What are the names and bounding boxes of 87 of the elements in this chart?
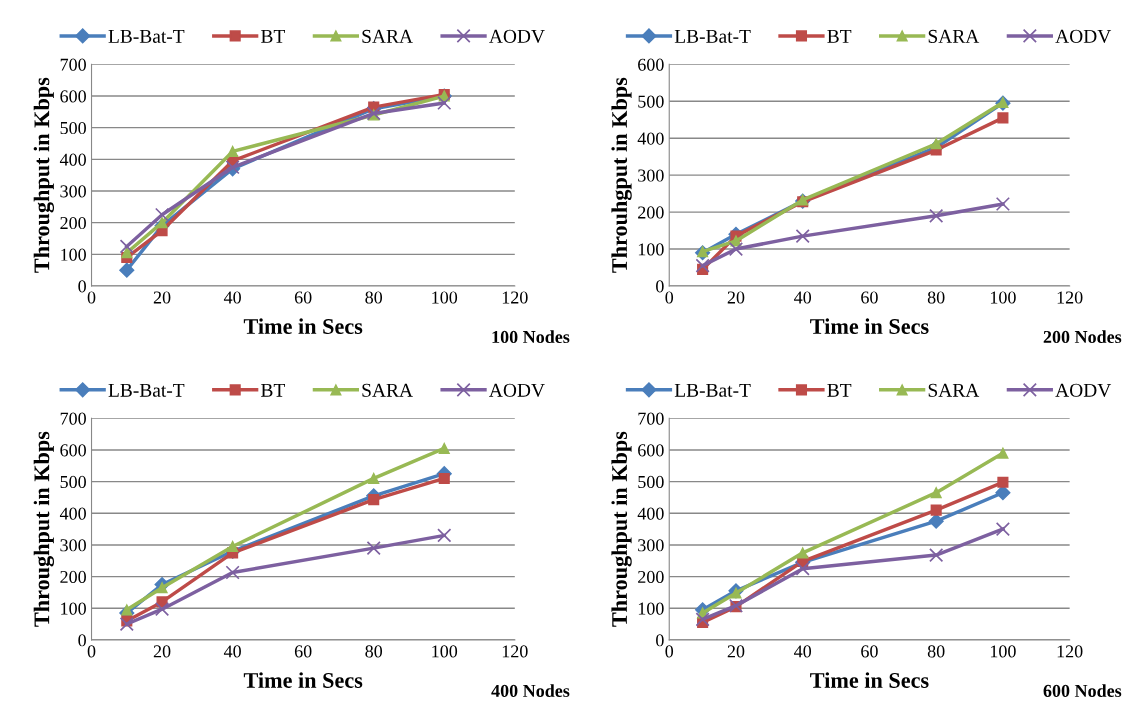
y-tick-label: 200 [638, 206, 664, 219]
y-tick-label: 700 [60, 412, 86, 425]
x-tick-label: 0 [87, 291, 96, 304]
y-tick-label: 100 [638, 243, 664, 256]
text: 200 Nodes [1043, 330, 1122, 344]
y-tick-label: 600 [638, 444, 664, 457]
y-tick-label: 0 [656, 280, 664, 293]
x-tick-label: 0 [665, 645, 674, 658]
legend-label: LB-Bat-T [108, 383, 185, 397]
y-tick-label: 100 [61, 248, 86, 261]
legend-label: BT [261, 383, 285, 397]
y-tick-label: 400 [59, 153, 86, 166]
x-tick-label: 120 [502, 645, 528, 658]
y-tick-label: 500 [638, 475, 664, 489]
legend-label: BT [261, 29, 285, 43]
x-tick-label: 0 [87, 645, 96, 658]
x-axis-title: Time in Secs [810, 318, 929, 334]
legend-label: BT [827, 383, 852, 397]
x-tick-label: 100 [990, 291, 1016, 304]
x-tick-label: 80 [365, 645, 383, 658]
y-tick-label: 400 [59, 507, 86, 520]
legend-label: BT [827, 29, 852, 43]
y-axis-title: Throughput in Kbps [33, 77, 55, 273]
legend-label: AODV [489, 29, 545, 43]
legend-label: LB-Bat-T [674, 383, 751, 397]
y-tick-label: 600 [60, 444, 86, 457]
legend-label: AODV [489, 383, 545, 397]
x-tick-label: 20 [727, 291, 745, 304]
x-tick-label: 40 [794, 291, 812, 304]
y-tick-label: 300 [60, 539, 86, 552]
y-tick-label: 200 [60, 216, 86, 230]
legend-label: LB-Bat-T [674, 29, 751, 43]
x-axis-title: Time in Secs [810, 672, 929, 688]
text: 100 Nodes [492, 330, 570, 344]
y-tick-label: 300 [60, 185, 86, 198]
y-tick-label: 600 [60, 90, 86, 103]
y-tick-label: 200 [60, 570, 86, 584]
x-tick-label: 40 [794, 645, 812, 658]
legend-label: SARA [362, 29, 413, 43]
x-tick-label: 80 [927, 645, 945, 658]
y-tick-label: 200 [638, 570, 664, 584]
x-tick-label: 100 [990, 645, 1016, 658]
x-tick-label: 60 [861, 291, 878, 304]
y-tick-label: 700 [60, 58, 86, 71]
y-tick-label: 300 [638, 169, 664, 182]
x-tick-label: 120 [502, 291, 528, 304]
x-axis-title: Time in Secs [243, 672, 363, 688]
x-tick-label: 120 [1057, 291, 1083, 304]
y-axis-title: Throughput in Kbps [33, 431, 55, 627]
legend-label: AODV [1055, 29, 1112, 43]
text: 400 Nodes [491, 684, 570, 697]
x-tick-label: 60 [861, 645, 878, 658]
x-tick-label: 100 [432, 645, 458, 658]
x-tick-label: 80 [927, 291, 945, 304]
x-tick-label: 100 [432, 291, 458, 304]
legend-label: LB-Bat-T [108, 29, 185, 43]
y-tick-label: 600 [638, 58, 664, 71]
y-tick-label: 100 [61, 602, 86, 615]
y-tick-label: 0 [78, 280, 86, 293]
legend-label: AODV [1055, 383, 1112, 397]
x-tick-label: 20 [153, 291, 171, 304]
text: 600 Nodes [1043, 684, 1122, 697]
x-tick-label: 60 [294, 645, 312, 658]
y-tick-label: 400 [637, 507, 664, 520]
y-tick-label: 400 [637, 132, 664, 145]
y-axis-title: Throughput in Kbps [611, 431, 632, 627]
legend-label: SARA [362, 383, 413, 397]
y-tick-label: 500 [60, 475, 86, 489]
x-axis-title: Time in Secs [243, 318, 363, 334]
y-axis-title: Throuhgput in Kbps [611, 77, 632, 273]
legend-label: SARA [928, 383, 980, 397]
x-tick-label: 20 [727, 645, 745, 658]
x-tick-label: 40 [223, 291, 241, 304]
y-tick-label: 300 [638, 539, 664, 552]
y-tick-label: 100 [638, 602, 664, 615]
x-tick-label: 80 [365, 291, 383, 304]
y-tick-label: 500 [60, 121, 86, 135]
x-tick-label: 120 [1057, 645, 1083, 658]
y-tick-label: 700 [638, 412, 664, 425]
x-tick-label: 20 [153, 645, 171, 658]
y-tick-label: 0 [78, 634, 86, 647]
y-tick-label: 500 [638, 95, 664, 108]
x-tick-label: 0 [665, 291, 674, 304]
x-tick-label: 60 [294, 291, 312, 304]
y-tick-label: 0 [656, 634, 664, 647]
legend-label: SARA [928, 29, 980, 43]
x-tick-label: 40 [223, 645, 241, 658]
